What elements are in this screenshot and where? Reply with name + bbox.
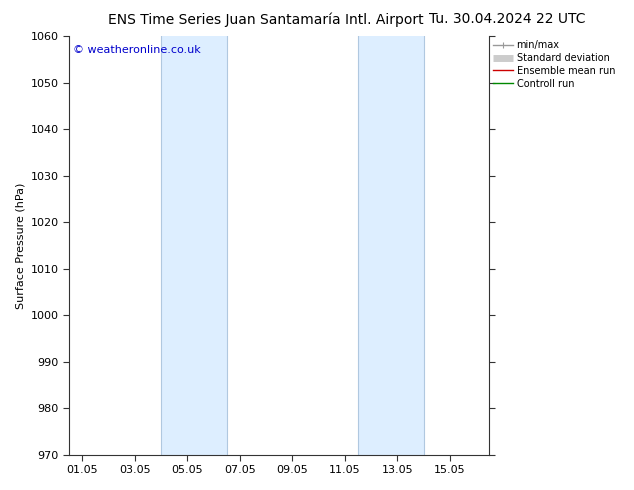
Legend: min/max, Standard deviation, Ensemble mean run, Controll run: min/max, Standard deviation, Ensemble me… (489, 36, 619, 93)
Bar (358, 36, 424, 455)
Text: ENS Time Series Juan Santamaría Intl. Airport: ENS Time Series Juan Santamaría Intl. Ai… (108, 12, 424, 27)
Text: © weatheronline.co.uk: © weatheronline.co.uk (74, 45, 201, 54)
Text: Tu. 30.04.2024 22 UTC: Tu. 30.04.2024 22 UTC (429, 12, 585, 26)
Bar (161, 36, 227, 455)
Y-axis label: Surface Pressure (hPa): Surface Pressure (hPa) (15, 182, 25, 309)
